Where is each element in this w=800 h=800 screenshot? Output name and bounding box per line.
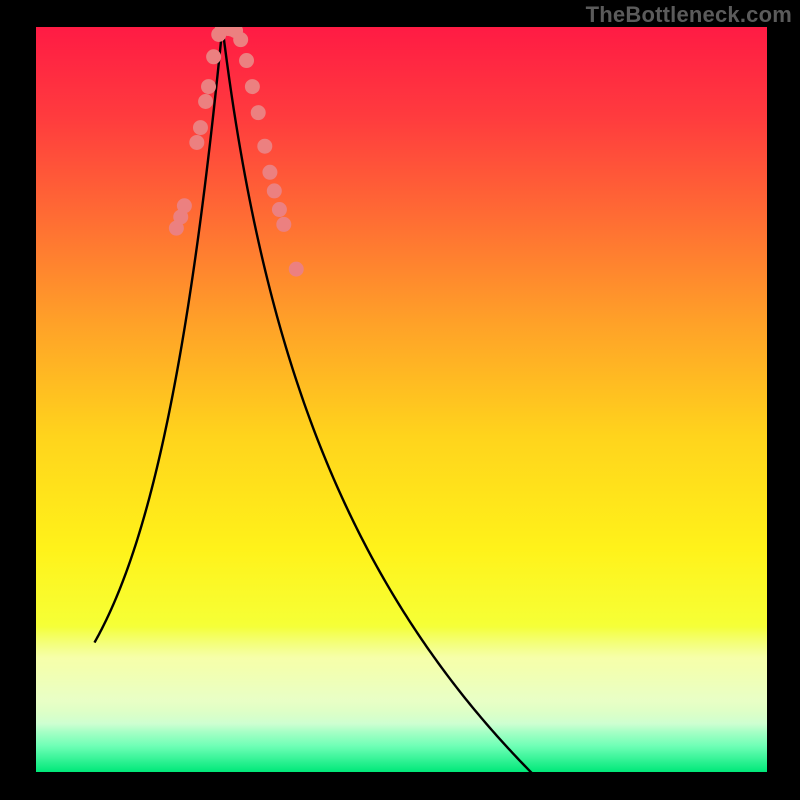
data-marker bbox=[251, 106, 265, 120]
data-marker bbox=[207, 50, 221, 64]
data-marker bbox=[267, 184, 281, 198]
data-marker bbox=[190, 135, 204, 149]
data-marker bbox=[258, 139, 272, 153]
data-marker bbox=[199, 95, 213, 109]
chart-stage: TheBottleneck.com bbox=[0, 0, 800, 800]
data-marker bbox=[193, 121, 207, 135]
data-marker bbox=[240, 54, 254, 68]
data-marker bbox=[234, 33, 248, 47]
data-marker bbox=[202, 80, 216, 94]
watermark-label: TheBottleneck.com bbox=[586, 2, 792, 28]
chart-svg bbox=[0, 0, 800, 800]
washout-band bbox=[36, 627, 767, 731]
data-marker bbox=[245, 80, 259, 94]
data-marker bbox=[289, 262, 303, 276]
data-marker bbox=[263, 165, 277, 179]
data-marker bbox=[277, 217, 291, 231]
data-marker bbox=[177, 199, 191, 213]
data-marker bbox=[272, 203, 286, 217]
